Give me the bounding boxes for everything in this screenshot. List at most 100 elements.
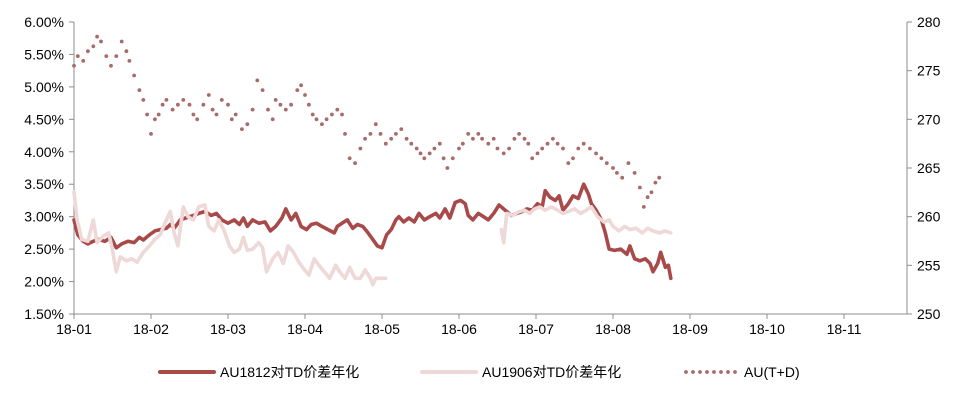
au-td-data-point — [226, 102, 230, 107]
au-td-data-point — [604, 161, 609, 166]
left-y-tick-label: 2.00% — [24, 274, 64, 290]
x-tick-label: 18-02 — [133, 321, 169, 337]
au-td-data-point — [530, 156, 535, 161]
au-td-data-point — [141, 98, 146, 102]
au-td-data-point — [160, 102, 165, 107]
au-td-data-point — [153, 117, 157, 122]
left-y-tick-label: 3.00% — [24, 209, 64, 225]
au-td-data-point — [219, 98, 224, 102]
au-td-data-point — [576, 146, 581, 151]
au-td-data-point — [187, 102, 192, 107]
au-td-data-point — [588, 146, 592, 151]
au-td-data-point — [620, 175, 625, 180]
au-td-data-point — [340, 112, 344, 117]
x-tick-label: 18-11 — [827, 321, 862, 337]
au-td-data-point — [632, 171, 637, 175]
au-td-data-point — [480, 136, 484, 141]
au-td-data-point — [260, 88, 265, 92]
legend-dot — [698, 370, 702, 374]
au-td-data-point — [99, 39, 103, 44]
au-td-data-point — [145, 112, 150, 117]
au-td-data-point — [195, 117, 200, 122]
legend-dot — [719, 370, 723, 374]
au-td-data-point — [72, 63, 76, 68]
legend-au-td-label: AU(T+D) — [744, 364, 800, 380]
x-tick-label: 18-06 — [441, 321, 477, 337]
x-tick-label: 18-10 — [749, 321, 785, 337]
au-td-data-point — [383, 141, 388, 146]
au-td-data-point — [109, 63, 113, 68]
au-td-data-point — [270, 117, 275, 122]
au-td-data-point — [626, 161, 631, 166]
au-td-data-point — [307, 102, 311, 107]
au-td-data-point — [91, 44, 96, 49]
legend-dot — [691, 370, 695, 374]
au-td-data-point — [181, 98, 186, 102]
au-td-data-point — [164, 98, 169, 102]
au-td-data-point — [210, 107, 215, 112]
au-td-data-point — [486, 141, 491, 146]
x-tick-label: 18-04 — [287, 321, 323, 337]
legend-au1812-label: AU1812对TD价差年化 — [220, 364, 359, 380]
x-tick-label: 18-05 — [364, 321, 400, 337]
au-td-data-point — [335, 107, 340, 112]
au-td-data-point — [170, 107, 175, 112]
au-td-data-point — [545, 141, 550, 146]
au-td-data-point — [303, 93, 307, 97]
au-td-data-point — [229, 117, 234, 122]
au-td-data-point — [295, 88, 300, 92]
right-y-tick-label: 250 — [917, 306, 941, 322]
au-td-data-point — [250, 107, 255, 112]
au-td-data-point — [649, 190, 654, 195]
right-y-tick-label: 265 — [917, 160, 941, 176]
au-td-data-point — [507, 146, 511, 151]
au-td-data-point — [206, 93, 211, 97]
au-td-data-point — [551, 136, 555, 141]
au-td-data-point — [373, 122, 378, 127]
au-td-data-point — [368, 132, 373, 136]
au-td-data-point — [594, 151, 598, 156]
au-td-data-point — [495, 146, 500, 151]
legend-dot — [712, 370, 716, 374]
au-td-data-point — [638, 185, 642, 190]
au-td-data-point — [394, 132, 398, 136]
au-td-data-point — [432, 146, 437, 151]
au-td-data-point — [214, 112, 219, 117]
au-td-data-point — [266, 107, 270, 112]
au-td-data-point — [555, 141, 560, 146]
left-y-tick-label: 5.50% — [24, 46, 64, 62]
au-td-data-point — [289, 102, 293, 107]
au-td-data-point — [526, 141, 531, 146]
au-td-data-point — [314, 117, 319, 122]
au-td-data-point — [233, 112, 238, 117]
au-td-data-point — [201, 102, 206, 107]
au-td-data-point — [491, 136, 496, 141]
au-td-data-point — [512, 136, 517, 141]
au-td-data-point — [615, 171, 619, 175]
au-td-data-point — [471, 136, 475, 141]
left-y-tick-label: 6.00% — [24, 14, 64, 30]
au-td-data-point — [517, 132, 521, 136]
au-td-data-point — [95, 34, 99, 39]
x-tick-label: 18-09 — [672, 321, 708, 337]
au-td-data-point — [86, 49, 90, 54]
x-tick-label: 18-01 — [56, 321, 92, 337]
au-td-data-point — [611, 166, 615, 170]
au-td-data-point — [645, 195, 650, 200]
au-td-data-point — [641, 205, 646, 209]
au-td-data-point — [320, 122, 324, 127]
au-td-data-point — [127, 59, 132, 63]
au-td-data-point — [653, 180, 658, 185]
left-y-tick-label: 5.00% — [24, 79, 64, 95]
au-td-data-point — [522, 136, 527, 141]
au-td-data-point — [566, 161, 571, 166]
au-td-data-point — [501, 151, 506, 156]
au-td-data-point — [278, 102, 283, 107]
au-td-data-point — [104, 54, 109, 58]
au-td-data-point — [283, 107, 288, 112]
au-td-data-point — [535, 151, 540, 156]
au-td-data-point — [476, 132, 481, 136]
au-td-data-point — [149, 132, 153, 136]
au-td-data-point — [404, 136, 409, 141]
au-td-data-point — [347, 156, 352, 161]
